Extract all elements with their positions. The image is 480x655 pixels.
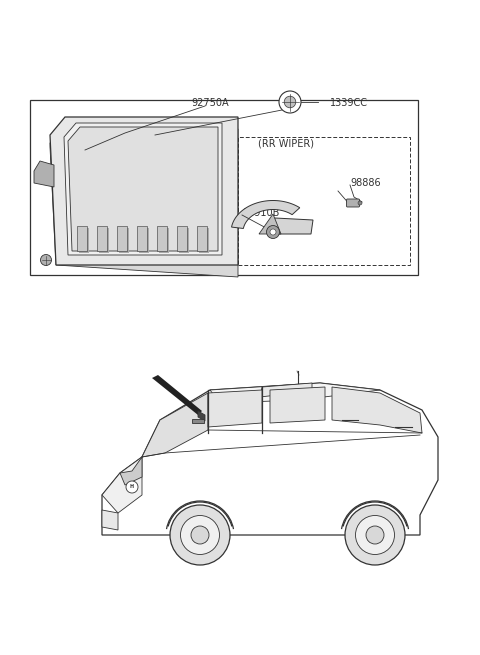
Circle shape bbox=[170, 505, 230, 565]
Polygon shape bbox=[102, 457, 142, 513]
Polygon shape bbox=[268, 218, 313, 234]
Bar bbox=[99, 228, 109, 253]
Polygon shape bbox=[152, 375, 202, 415]
Bar bbox=[157, 226, 167, 251]
Text: H: H bbox=[130, 485, 134, 489]
Circle shape bbox=[356, 515, 395, 555]
Polygon shape bbox=[208, 390, 262, 427]
Polygon shape bbox=[210, 383, 380, 403]
Bar bbox=[177, 226, 187, 251]
Polygon shape bbox=[332, 387, 422, 433]
Circle shape bbox=[191, 526, 209, 544]
Circle shape bbox=[270, 229, 276, 235]
Bar bbox=[199, 228, 209, 253]
Circle shape bbox=[279, 91, 301, 113]
Text: 98910B: 98910B bbox=[242, 208, 279, 218]
Polygon shape bbox=[270, 387, 325, 423]
Polygon shape bbox=[64, 123, 222, 255]
Bar bbox=[238, 137, 410, 265]
Polygon shape bbox=[50, 129, 238, 277]
Text: (RR WIPER): (RR WIPER) bbox=[258, 138, 314, 148]
Polygon shape bbox=[102, 383, 438, 535]
Bar bbox=[30, 100, 418, 275]
Bar bbox=[117, 226, 127, 251]
Polygon shape bbox=[259, 214, 281, 234]
Bar bbox=[192, 419, 204, 423]
Text: 98886: 98886 bbox=[350, 178, 381, 188]
Circle shape bbox=[345, 505, 405, 565]
Polygon shape bbox=[34, 161, 54, 187]
Bar bbox=[79, 228, 89, 253]
Circle shape bbox=[40, 255, 51, 265]
FancyBboxPatch shape bbox=[347, 199, 360, 207]
Bar bbox=[139, 228, 149, 253]
Polygon shape bbox=[68, 127, 218, 251]
Bar bbox=[119, 228, 129, 253]
Polygon shape bbox=[50, 117, 238, 265]
Polygon shape bbox=[120, 457, 142, 485]
Polygon shape bbox=[231, 200, 300, 229]
Bar bbox=[97, 226, 107, 251]
Text: 92750A: 92750A bbox=[191, 98, 229, 108]
Polygon shape bbox=[260, 383, 312, 397]
Circle shape bbox=[284, 96, 296, 108]
Circle shape bbox=[358, 201, 362, 205]
Bar bbox=[159, 228, 169, 253]
Circle shape bbox=[266, 225, 279, 238]
Circle shape bbox=[126, 481, 138, 493]
Bar bbox=[137, 226, 147, 251]
Bar bbox=[77, 226, 87, 251]
Text: H0350R: H0350R bbox=[268, 220, 307, 230]
Text: 1339CC: 1339CC bbox=[330, 98, 368, 108]
Circle shape bbox=[180, 515, 219, 555]
Bar bbox=[179, 228, 189, 253]
Circle shape bbox=[366, 526, 384, 544]
Polygon shape bbox=[102, 510, 118, 530]
Bar bbox=[197, 226, 207, 251]
Polygon shape bbox=[142, 393, 208, 457]
Polygon shape bbox=[198, 411, 205, 421]
